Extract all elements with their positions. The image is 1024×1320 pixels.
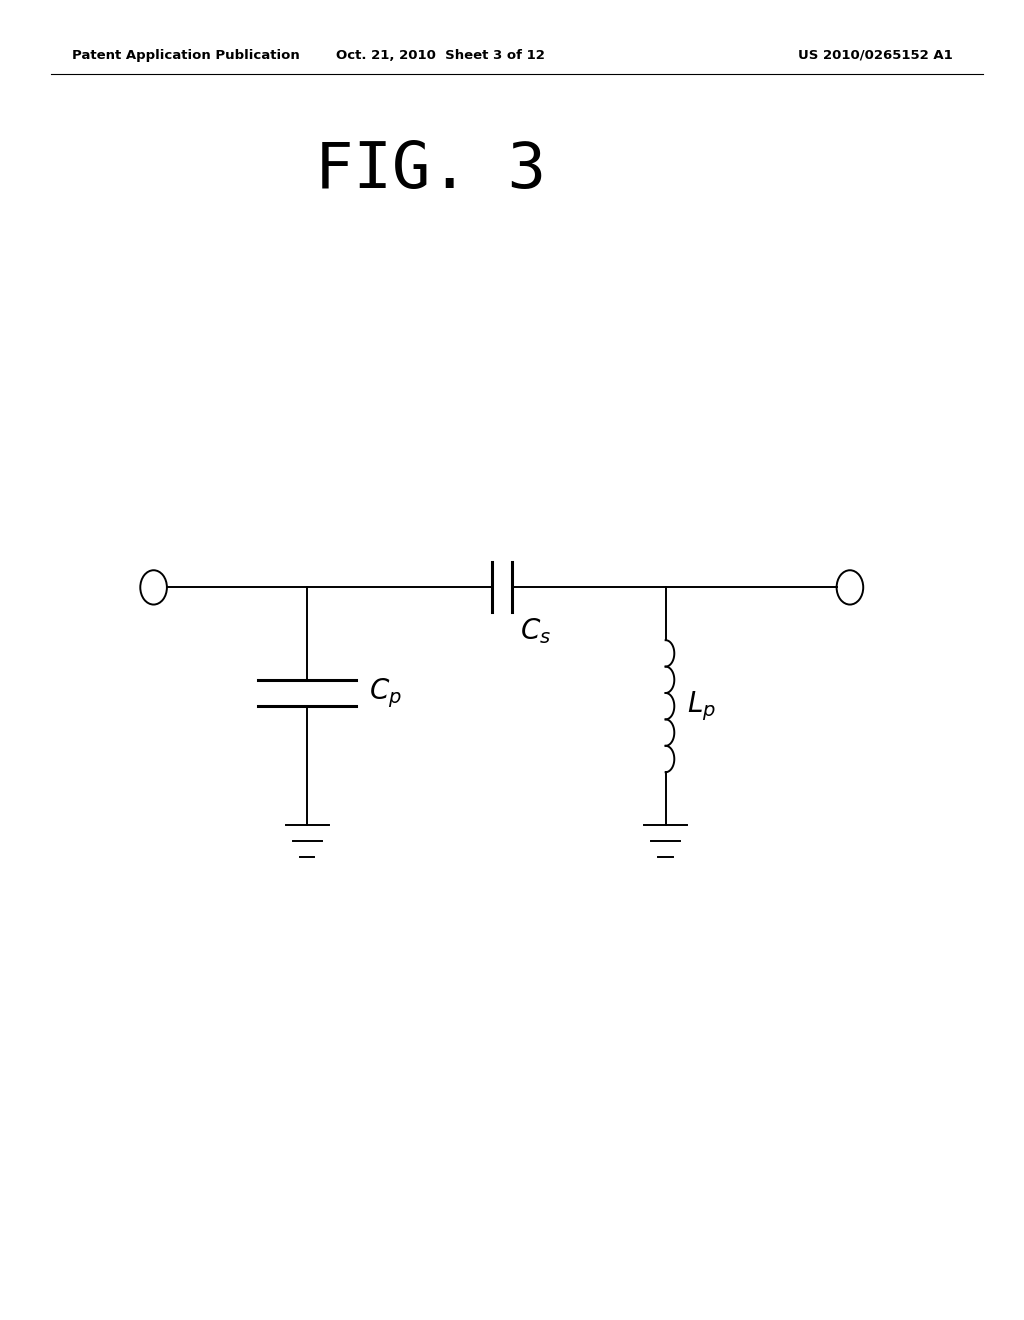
Text: $C_s$: $C_s$ <box>520 616 551 647</box>
Text: Oct. 21, 2010  Sheet 3 of 12: Oct. 21, 2010 Sheet 3 of 12 <box>336 49 545 62</box>
Text: $L_p$: $L_p$ <box>686 689 716 723</box>
Text: FIG. 3: FIG. 3 <box>314 139 546 201</box>
Text: $C_p$: $C_p$ <box>369 676 401 710</box>
Text: Patent Application Publication: Patent Application Publication <box>72 49 299 62</box>
Text: US 2010/0265152 A1: US 2010/0265152 A1 <box>798 49 952 62</box>
